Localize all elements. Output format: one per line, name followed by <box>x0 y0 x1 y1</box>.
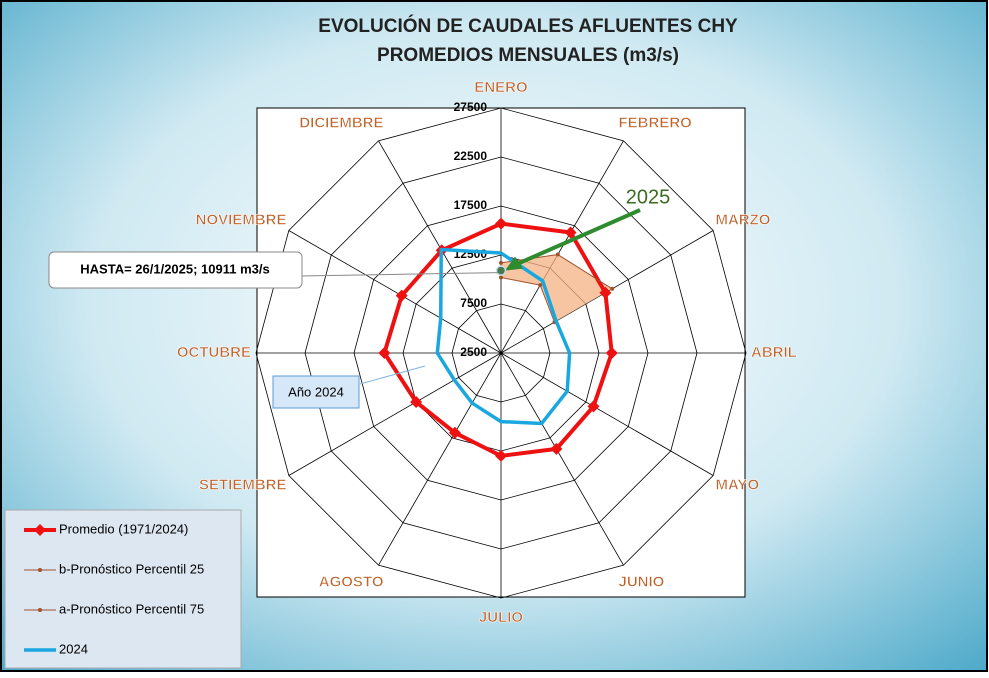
series-marker <box>448 426 461 439</box>
tick-label: 27500 <box>454 100 488 114</box>
category-label: AGOSTO <box>319 573 384 590</box>
series-marker <box>495 449 507 462</box>
callout-line <box>299 272 499 277</box>
grid: 2500750012500175002250027500ENEROFEBRERO… <box>177 79 798 627</box>
category-label: MAYO <box>715 476 759 493</box>
legend-marker <box>34 524 46 536</box>
legend-label: 2024 <box>59 641 88 656</box>
legend-marker <box>38 608 42 612</box>
category-label: SETIEMBRE <box>199 476 287 493</box>
series-marker <box>605 347 618 359</box>
legend-label: Promedio (1971/2024) <box>59 521 188 536</box>
legend-label: a-Pronóstico Percentil 75 <box>59 601 204 616</box>
spoke <box>378 352 502 566</box>
series-marker <box>378 347 391 359</box>
category-label: ABRIL <box>751 344 797 361</box>
spoke <box>500 140 624 354</box>
series-marker <box>410 396 423 408</box>
category-label: JUNIO <box>619 573 665 590</box>
series-marker <box>395 289 408 302</box>
category-label: ENERO <box>474 79 528 96</box>
series-marker <box>610 286 615 291</box>
point-2025 <box>495 265 507 276</box>
series-marker <box>564 226 577 239</box>
spoke <box>500 352 714 476</box>
spoke <box>288 352 502 476</box>
chart-subtitle: PROMEDIOS MENSUALES (m3/s) <box>377 45 679 66</box>
series-marker <box>499 260 503 265</box>
series-marker <box>587 400 600 413</box>
legend-marker <box>38 568 42 572</box>
series-marker <box>599 286 612 299</box>
arrow-head <box>505 256 523 271</box>
callout-box <box>272 375 360 409</box>
series-marker <box>550 442 563 455</box>
callout-box <box>48 251 303 289</box>
legend: Promedio (1971/2024) b-Pronóstico Percent… <box>4 509 242 669</box>
point-label: 2025 <box>626 186 671 208</box>
callout-text: HASTA= 26/1/2025; 10911 m3/s <box>80 261 269 276</box>
chart-title: EVOLUCIÓN DE CAUDALES AFLUENTES CHY <box>318 15 738 37</box>
series-marker <box>555 252 560 257</box>
series-marker <box>538 283 543 288</box>
spoke <box>288 230 502 354</box>
tick-label: 7500 <box>460 296 487 310</box>
series-line <box>435 247 572 426</box>
category-label: OCTUBRE <box>177 344 251 361</box>
category-label: DICIEMBRE <box>299 114 383 131</box>
arrow-2025 <box>508 208 641 270</box>
category-label: FEBRERO <box>619 114 693 131</box>
series-marker <box>495 217 507 230</box>
category-label: JULIO <box>479 609 524 626</box>
tick-label: 2500 <box>460 345 487 359</box>
callout-text: Año 2024 <box>288 384 344 399</box>
callout-line <box>359 365 426 385</box>
tick-label: 17500 <box>454 198 488 212</box>
tick-label: 22500 <box>454 149 488 163</box>
legend-label: b-Pronóstico Percentil 25 <box>59 561 204 576</box>
spoke <box>500 352 624 566</box>
series-marker <box>499 275 503 280</box>
category-label: MARZO <box>715 211 770 228</box>
category-label: NOVIEMBRE <box>196 211 287 228</box>
legend-box <box>4 509 242 669</box>
marks: 2025 HASTA= 26/1/2025; 10911 m3/s Año 2024 <box>48 186 671 462</box>
